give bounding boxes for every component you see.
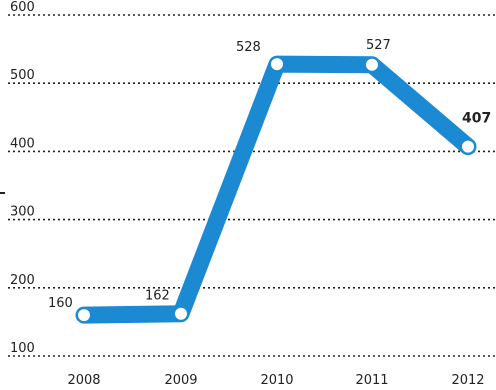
data-points <box>78 58 474 322</box>
data-labels: 160 162 528 527 407 <box>48 38 491 311</box>
y-tick-label: 600 <box>10 0 35 15</box>
y-axis-ticks: 100 200 300 400 500 600 <box>10 0 35 356</box>
gridlines <box>0 14 496 357</box>
data-point <box>366 58 378 71</box>
x-tick-label: 2011 <box>355 373 388 388</box>
y-tick-label: 200 <box>10 273 35 288</box>
x-tick-label: 2008 <box>67 373 100 388</box>
y-tick-label: 300 <box>10 205 35 220</box>
y-tick-label: 400 <box>10 136 35 151</box>
series-line <box>75 55 477 324</box>
data-label: 528 <box>236 40 261 55</box>
data-point <box>78 309 90 322</box>
x-tick-label: 2009 <box>164 373 197 388</box>
x-tick-label: 2012 <box>451 373 484 388</box>
data-label: 162 <box>145 289 170 304</box>
data-point <box>175 307 187 320</box>
x-tick-label: 2010 <box>260 373 293 388</box>
data-label: 527 <box>366 38 391 53</box>
data-point <box>271 58 283 71</box>
data-label: 160 <box>48 296 73 311</box>
y-tick-label: 500 <box>10 68 35 83</box>
y-tick-label: 100 <box>10 341 35 356</box>
data-label: 407 <box>462 111 491 127</box>
series-line-group <box>75 55 477 324</box>
x-axis-ticks: 2008 2009 2010 2011 2012 <box>67 373 484 388</box>
data-point <box>462 140 474 153</box>
